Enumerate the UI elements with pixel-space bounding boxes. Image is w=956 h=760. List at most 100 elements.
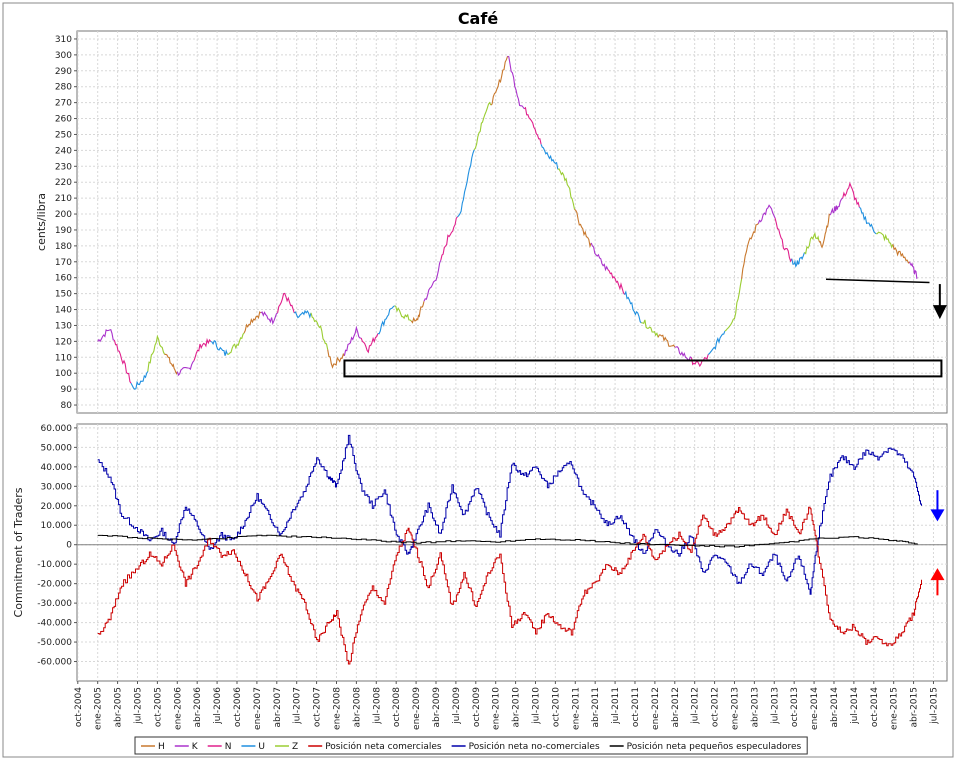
price-series-segment	[310, 312, 329, 350]
price-y-tick-label: 200	[55, 210, 72, 220]
price-y-tick-label: 150	[55, 290, 72, 300]
price-y-tick-label: 240	[55, 146, 72, 156]
x-tick-label: ene-2009	[412, 687, 422, 730]
price-y-tick-label: 140	[55, 306, 72, 316]
x-tick-label: oct-2008	[392, 687, 402, 727]
x-tick-label: jul-2012	[691, 687, 701, 725]
price-series-segment	[829, 197, 843, 216]
cot-y-tick-label: -40.000	[37, 619, 72, 629]
x-tick-label: oct-2005	[153, 687, 163, 727]
x-tick-label: jul-2013	[770, 687, 780, 725]
price-series-segment	[774, 217, 793, 263]
x-tick-label: jul-2008	[372, 687, 382, 725]
price-series-segment	[892, 244, 910, 264]
price-series-segment	[490, 56, 509, 106]
legend-item-label: Z	[292, 742, 298, 752]
x-tick-label: ene-2015	[890, 687, 900, 730]
price-y-tick-label: 220	[55, 178, 72, 188]
price-y-tick-label: 130	[55, 321, 72, 331]
legend-item-label: Posición neta no-comerciales	[469, 741, 600, 752]
price-series-segment	[394, 305, 412, 322]
cot-y-tick-label: 0	[66, 541, 72, 551]
price-series-segment	[757, 204, 776, 224]
price-series-segment	[574, 208, 592, 249]
price-y-tick-label: 250	[55, 130, 72, 140]
x-tick-label: abr-2014	[830, 687, 840, 728]
price-series-segment	[641, 319, 659, 338]
price-y-tick-label: 280	[55, 83, 72, 93]
legend-item-label: Posición neta pequeños especuladores	[627, 741, 802, 752]
x-tick-label: jul-2007	[293, 687, 303, 725]
price-y-tick-label: 90	[61, 385, 73, 395]
cot-y-tick-label: 10.000	[41, 521, 73, 531]
x-tick-label: abr-2011	[591, 687, 601, 728]
x-tick-label: oct-2007	[313, 687, 323, 727]
price-series-segment	[97, 329, 115, 343]
price-panel: 80 90 100 110 120 130 140 150 160 170 180 190 200 210…	[35, 30, 948, 414]
price-series-segment	[507, 55, 525, 110]
x-tick-label: oct-2006	[233, 687, 243, 727]
legend-box	[134, 736, 808, 755]
price-series-segment	[176, 360, 195, 377]
price-series-segment	[540, 144, 559, 170]
price-series-segment	[909, 261, 918, 280]
trend-line	[825, 278, 930, 284]
price-series-segment	[804, 232, 820, 255]
cot-series-comerciales	[97, 506, 922, 665]
price-series-segment	[130, 371, 149, 390]
price-series-segment	[457, 149, 475, 218]
price-series-segment	[473, 101, 492, 151]
x-tick-label: ene-2005	[94, 687, 104, 730]
price-down-arrow-head	[932, 305, 947, 320]
x-tick-label: oct-2014	[870, 687, 880, 727]
price-series-segment	[707, 330, 726, 355]
x-tick-label: ene-2012	[651, 687, 661, 730]
price-y-tick-label: 310	[55, 35, 72, 45]
x-tick-label: jul-2014	[850, 687, 860, 725]
price-y-tick-label: 80	[61, 401, 73, 411]
legend-item-label: K	[192, 742, 199, 752]
x-tick-label: abr-2010	[512, 687, 522, 728]
cot-series-no-comerciales	[97, 434, 922, 595]
x-tick-label: ene-2013	[730, 687, 740, 730]
cot-arrow-head	[930, 509, 945, 522]
cot-y-tick-label: 50.000	[41, 443, 73, 453]
price-y-axis-label: cents/libra	[35, 193, 48, 251]
price-series-segment	[523, 106, 542, 145]
x-tick-label: abr-2007	[273, 687, 283, 728]
price-plot-area	[76, 30, 948, 414]
price-series-segment	[590, 242, 609, 272]
x-tick-label: jul-2006	[213, 687, 223, 725]
x-tick-label: jul-2011	[611, 687, 621, 725]
price-y-tick-label: 160	[55, 274, 72, 284]
cot-y-tick-label: -30.000	[37, 599, 72, 609]
x-axis: oct-2004 ene-2005 abr-2005 jul-2005 oct-2005…	[74, 681, 939, 730]
price-series-segment	[423, 259, 442, 302]
legend-item-label: U	[258, 742, 265, 752]
x-tick-label: abr-2006	[193, 687, 203, 728]
price-series-segment	[243, 310, 262, 334]
price-series-segment	[377, 305, 395, 335]
x-tick-label: oct-2013	[790, 687, 800, 727]
x-tick-label: oct-2009	[472, 687, 482, 727]
x-tick-label: jul-2015	[929, 687, 939, 725]
x-tick-label: ene-2010	[492, 687, 502, 730]
price-y-tick-label: 180	[55, 242, 72, 252]
price-series-segment	[343, 325, 362, 356]
price-series-segment	[227, 332, 245, 355]
x-tick-label: abr-2012	[671, 687, 681, 728]
x-tick-label: ene-2014	[810, 687, 820, 730]
price-series-segment	[791, 252, 806, 268]
price-y-tick-label: 210	[55, 194, 72, 204]
price-series-segment	[210, 340, 228, 356]
price-y-tick-label: 260	[55, 115, 72, 125]
x-tick-label: abr-2013	[750, 687, 760, 728]
price-series-segment	[724, 278, 743, 332]
price-series-segment	[557, 168, 576, 210]
legend-item-label: Posición neta comerciales	[325, 741, 442, 752]
price-series-segment	[440, 216, 458, 261]
price-series-segment	[410, 301, 425, 324]
x-tick-label: oct-2011	[631, 687, 641, 727]
x-tick-label: jul-2009	[452, 687, 462, 725]
x-tick-label: jul-2010	[531, 687, 541, 725]
